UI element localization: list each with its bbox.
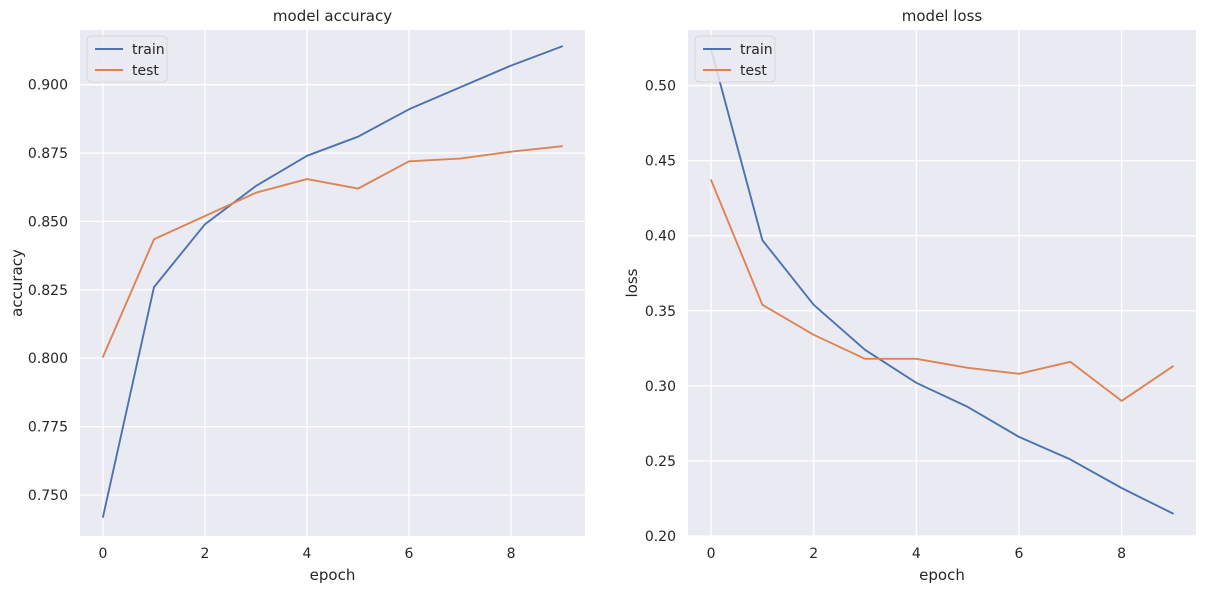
loss-x-tick-label: 0 bbox=[707, 546, 716, 562]
loss-y-tick-label: 0.30 bbox=[645, 379, 676, 395]
loss-y-tick-label: 0.45 bbox=[645, 154, 676, 170]
accuracy-y-tick-label: 0.875 bbox=[28, 146, 68, 162]
loss-y-tick-label: 0.50 bbox=[645, 79, 676, 95]
loss-series-train-line bbox=[710, 48, 1174, 515]
loss-plot-area bbox=[688, 30, 1196, 536]
accuracy-series-test-line bbox=[102, 145, 563, 358]
loss-y-tick-label: 0.35 bbox=[645, 304, 676, 320]
accuracy-y-axis-label: accuracy bbox=[8, 249, 26, 317]
loss-chart: 0 2 4 6 8 0.20 0.25 0.30 0.35 0.40 0.45 0.50 model l… bbox=[623, 7, 1196, 584]
loss-chart-title: model loss bbox=[902, 7, 983, 25]
loss-y-tick-label: 0.25 bbox=[645, 454, 676, 470]
loss-y-tick-label: 0.20 bbox=[645, 529, 676, 545]
accuracy-chart: 0 2 4 6 8 0.750 0.775 0.800 0.825 0.850 0.875 0.900… bbox=[8, 7, 585, 584]
loss-x-tick-label: 8 bbox=[1117, 546, 1126, 562]
accuracy-y-tick-label: 0.850 bbox=[28, 214, 68, 230]
loss-legend-label-test: test bbox=[740, 63, 767, 79]
loss-y-tick-label: 0.40 bbox=[645, 229, 676, 245]
accuracy-x-tick-label: 4 bbox=[303, 546, 312, 562]
accuracy-x-tick-label: 6 bbox=[405, 546, 414, 562]
accuracy-series-train-line bbox=[102, 45, 563, 518]
accuracy-legend-label-train: train bbox=[132, 42, 165, 58]
loss-x-tick-label: 6 bbox=[1015, 546, 1024, 562]
accuracy-x-tick-label: 8 bbox=[507, 546, 516, 562]
accuracy-y-tick-label: 0.900 bbox=[28, 78, 68, 94]
loss-series-test-line bbox=[710, 179, 1174, 402]
loss-x-tick-label: 4 bbox=[912, 546, 921, 562]
accuracy-x-tick-label: 2 bbox=[201, 546, 210, 562]
loss-y-axis-label: loss bbox=[623, 268, 641, 297]
accuracy-y-tick-label: 0.775 bbox=[28, 420, 68, 436]
loss-x-axis-label: epoch bbox=[919, 566, 965, 584]
accuracy-plot-area bbox=[80, 30, 585, 536]
loss-x-tick-label: 2 bbox=[809, 546, 818, 562]
accuracy-x-tick-label: 0 bbox=[98, 546, 107, 562]
accuracy-y-tick-label: 0.750 bbox=[28, 488, 68, 504]
accuracy-x-axis-label: epoch bbox=[310, 566, 356, 584]
loss-legend-label-train: train bbox=[740, 42, 773, 58]
accuracy-legend: train test bbox=[86, 35, 168, 83]
accuracy-chart-title: model accuracy bbox=[273, 7, 392, 25]
loss-legend: train test bbox=[694, 35, 776, 83]
accuracy-legend-label-test: test bbox=[132, 63, 159, 79]
accuracy-y-tick-label: 0.800 bbox=[28, 351, 68, 367]
accuracy-y-tick-label: 0.825 bbox=[28, 283, 68, 299]
